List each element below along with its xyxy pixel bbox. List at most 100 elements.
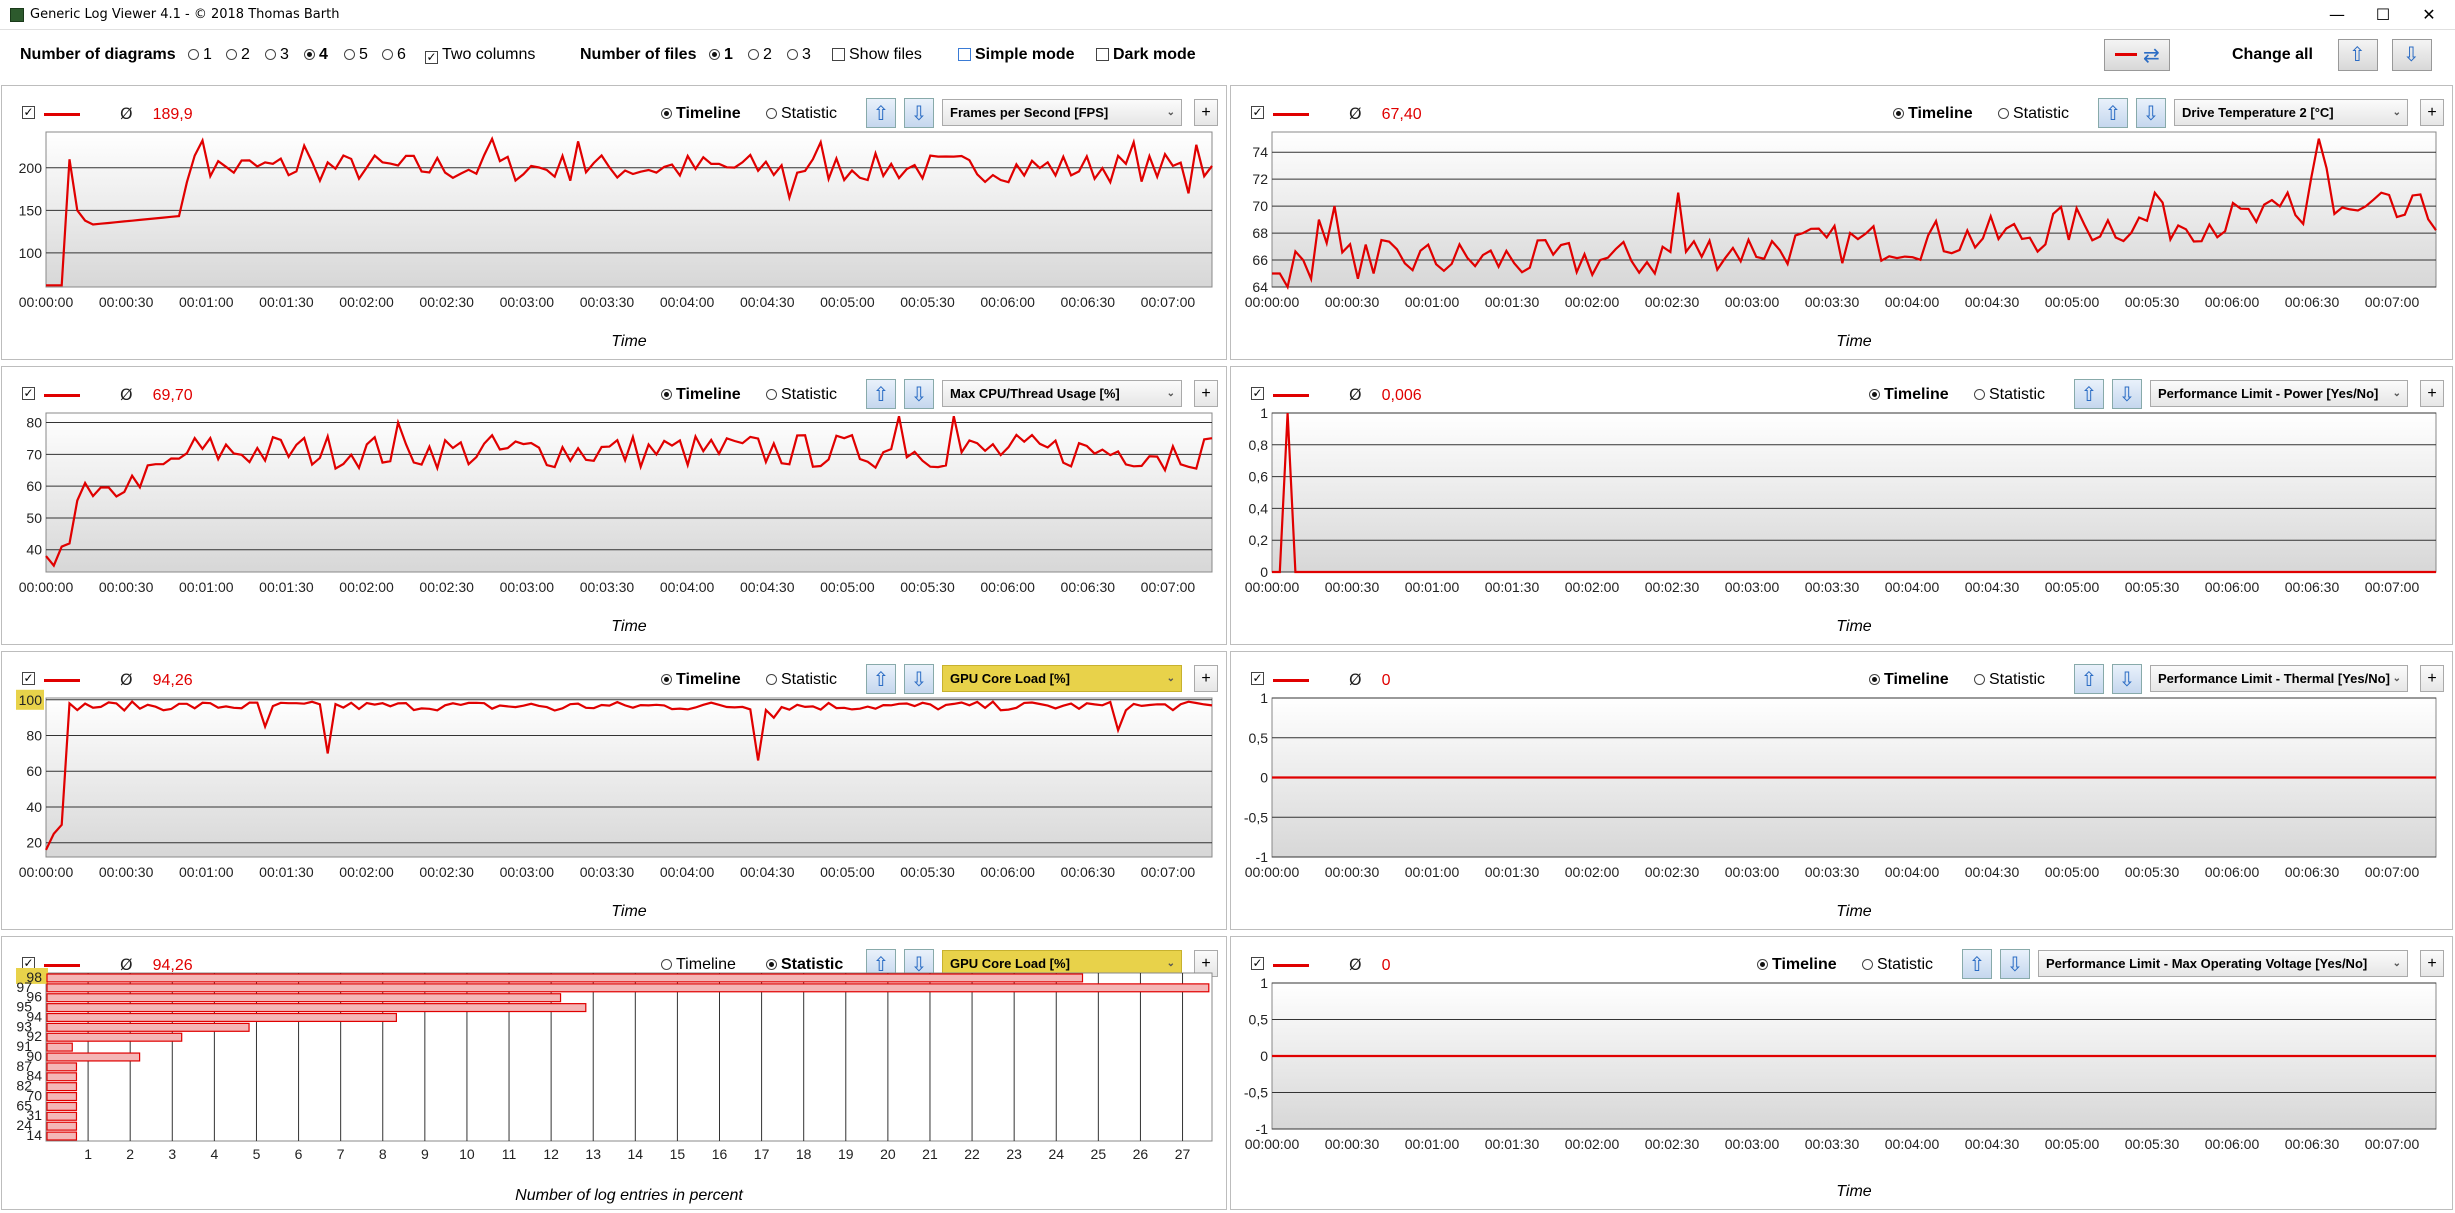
x-tick-label: 00:00:00 xyxy=(1245,864,1300,880)
x-tick-label: 00:03:30 xyxy=(1805,579,1860,595)
move-up-button[interactable]: ⇧ xyxy=(866,664,896,694)
arrow-down-icon: ⇩ xyxy=(2006,952,2024,976)
move-down-button[interactable]: ⇩ xyxy=(2112,664,2142,694)
diagrams-radio-4[interactable]: 4 xyxy=(304,45,328,65)
series-color-swatch[interactable] xyxy=(44,679,80,682)
series-visible-checkbox[interactable]: ✓ xyxy=(22,386,35,400)
diagram-panel-6: ✓ Ø 0 Timeline Statistic ⇧ ⇩ Performance Limit … xyxy=(1230,651,2453,930)
add-series-button[interactable]: + xyxy=(2420,950,2444,977)
move-up-button[interactable]: ⇧ xyxy=(866,379,896,409)
move-up-button[interactable]: ⇧ xyxy=(2074,664,2104,694)
timeline-radio[interactable]: Timeline xyxy=(661,670,741,690)
statistic-radio[interactable]: Statistic xyxy=(766,955,843,975)
move-down-all-button[interactable]: ⇩ xyxy=(2392,39,2432,71)
diagrams-radio-2[interactable]: 2 xyxy=(226,45,250,65)
series-visible-checkbox[interactable]: ✓ xyxy=(22,105,35,119)
timeline-radio[interactable]: Timeline xyxy=(661,385,741,405)
x-tick-label: 00:05:00 xyxy=(2045,579,2100,595)
files-radio-1[interactable]: 1 xyxy=(709,45,733,65)
metric-select[interactable]: Performance Limit - Power [Yes/No] ⌄ xyxy=(2150,380,2408,407)
y-tick-label: 93 xyxy=(16,1018,32,1034)
move-down-button[interactable]: ⇩ xyxy=(904,664,934,694)
series-visible-checkbox[interactable]: ✓ xyxy=(1251,671,1264,685)
x-tick-label: 00:03:00 xyxy=(1725,1136,1780,1152)
statistic-radio[interactable]: Statistic xyxy=(1998,104,2069,124)
series-color-swatch[interactable] xyxy=(44,113,80,116)
close-button[interactable]: ✕ xyxy=(2422,5,2436,24)
timeline-label: Timeline xyxy=(676,956,736,973)
x-tick-label: 00:05:30 xyxy=(2125,1136,2180,1152)
diagrams-radio-6[interactable]: 6 xyxy=(382,45,406,65)
series-color-swatch[interactable] xyxy=(1273,964,1309,967)
maximize-button[interactable]: ☐ xyxy=(2375,5,2391,24)
metric-select[interactable]: Performance Limit - Max Operating Voltag… xyxy=(2038,950,2408,977)
metric-select[interactable]: GPU Core Load [%] ⌄ xyxy=(942,665,1182,692)
show-files-checkbox[interactable]: Show files xyxy=(832,45,922,65)
toggle-color-button[interactable]: ⇄ xyxy=(2104,39,2170,71)
x-axis-title: Time xyxy=(611,333,647,350)
files-radio-2[interactable]: 2 xyxy=(748,45,772,65)
metric-select[interactable]: Max CPU/Thread Usage [%] ⌄ xyxy=(942,380,1182,407)
series-color-swatch[interactable] xyxy=(1273,113,1309,116)
diagrams-label: Number of diagrams xyxy=(20,46,176,63)
diagram-panel-2: ✓ Ø 67,40 Timeline Statistic ⇧ ⇩ Drive Temperat… xyxy=(1230,85,2453,360)
statistic-radio[interactable]: Statistic xyxy=(1974,385,2045,405)
series-visible-checkbox[interactable]: ✓ xyxy=(1251,386,1264,400)
metric-select[interactable]: Performance Limit - Thermal [Yes/No] ⌄ xyxy=(2150,665,2408,692)
series-color-swatch[interactable] xyxy=(44,394,80,397)
timeline-radio[interactable]: Timeline xyxy=(1869,670,1949,690)
timeline-radio[interactable]: Timeline xyxy=(661,104,741,124)
statistic-radio[interactable]: Statistic xyxy=(1974,670,2045,690)
metric-select-value: GPU Core Load [%] xyxy=(950,671,1070,686)
move-down-button[interactable]: ⇩ xyxy=(2112,379,2142,409)
y-tick-label: 84 xyxy=(26,1068,42,1084)
timeline-radio[interactable]: Timeline xyxy=(1869,385,1949,405)
two-columns-checkbox[interactable]: ✓ Two columns xyxy=(425,45,535,65)
average-label: Ø 0,006 xyxy=(1349,385,1422,406)
diagrams-radio-5[interactable]: 5 xyxy=(344,45,368,65)
y-tick-label: 74 xyxy=(1252,144,1268,160)
add-series-button[interactable]: + xyxy=(1194,99,1218,126)
move-down-button[interactable]: ⇩ xyxy=(2000,949,2030,979)
timeline-radio[interactable]: Timeline xyxy=(1757,955,1837,975)
x-tick-label: 24 xyxy=(1048,1146,1064,1162)
dark-mode-checkbox[interactable]: Dark mode xyxy=(1096,45,1196,65)
series-color-swatch[interactable] xyxy=(1273,394,1309,397)
move-down-button[interactable]: ⇩ xyxy=(904,379,934,409)
metric-select[interactable]: Frames per Second [FPS] ⌄ xyxy=(942,99,1182,126)
move-up-button[interactable]: ⇧ xyxy=(2074,379,2104,409)
move-up-button[interactable]: ⇧ xyxy=(2098,98,2128,128)
x-tick-label: 7 xyxy=(337,1146,345,1162)
files-radio-3[interactable]: 3 xyxy=(787,45,811,65)
move-down-button[interactable]: ⇩ xyxy=(904,98,934,128)
statistic-radio[interactable]: Statistic xyxy=(766,104,837,124)
statistic-radio[interactable]: Statistic xyxy=(766,385,837,405)
timeline-radio[interactable]: Timeline xyxy=(661,955,736,975)
diagrams-radio-3[interactable]: 3 xyxy=(265,45,289,65)
minimize-button[interactable]: — xyxy=(2329,5,2345,24)
move-down-button[interactable]: ⇩ xyxy=(2136,98,2166,128)
add-series-button[interactable]: + xyxy=(1194,380,1218,407)
add-series-button[interactable]: + xyxy=(2420,99,2444,126)
statistic-radio[interactable]: Statistic xyxy=(766,670,837,690)
x-tick-label: 00:04:30 xyxy=(740,294,795,310)
simple-mode-checkbox[interactable]: Simple mode xyxy=(958,45,1075,65)
average-icon: Ø xyxy=(120,385,133,404)
add-series-button[interactable]: + xyxy=(2420,380,2444,407)
move-up-button[interactable]: ⇧ xyxy=(866,98,896,128)
diagrams-radio-1[interactable]: 1 xyxy=(188,45,212,65)
add-series-button[interactable]: + xyxy=(2420,665,2444,692)
move-up-all-button[interactable]: ⇧ xyxy=(2338,39,2378,71)
series-color-swatch[interactable] xyxy=(1273,679,1309,682)
series-visible-checkbox[interactable]: ✓ xyxy=(22,671,35,685)
metric-select[interactable]: Drive Temperature 2 [°C] ⌄ xyxy=(2174,99,2408,126)
series-visible-checkbox[interactable]: ✓ xyxy=(1251,956,1264,970)
statistic-radio[interactable]: Statistic xyxy=(1862,955,1933,975)
average-icon: Ø xyxy=(1349,670,1362,689)
move-up-button[interactable]: ⇧ xyxy=(1962,949,1992,979)
series-visible-checkbox[interactable]: ✓ xyxy=(1251,105,1264,119)
timeline-radio[interactable]: Timeline xyxy=(1893,104,1973,124)
series-color-swatch[interactable] xyxy=(44,964,80,967)
add-series-button[interactable]: + xyxy=(1194,665,1218,692)
x-tick-label: 00:01:00 xyxy=(1405,579,1460,595)
